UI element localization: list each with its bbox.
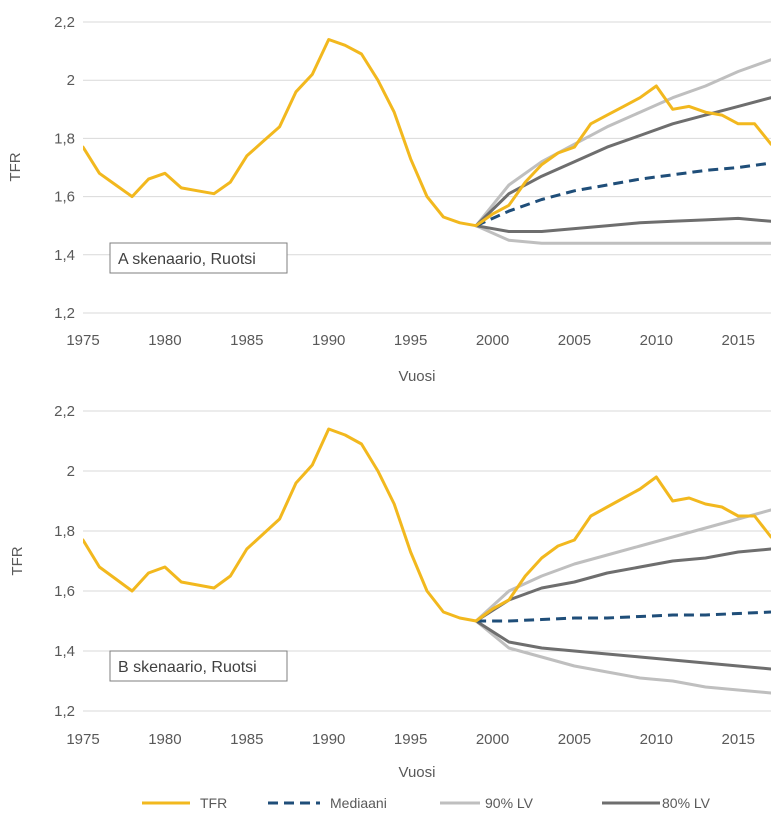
- y-tick-label: 1,6: [54, 583, 75, 600]
- x-tick-label: 2015: [722, 332, 755, 349]
- y-tick-label: 2: [67, 72, 75, 89]
- legend-label: Mediaani: [330, 795, 387, 811]
- legend-item: TFR: [142, 795, 227, 811]
- scenario-label: B skenaario, Ruotsi: [118, 659, 257, 676]
- legend-item: Mediaani: [268, 795, 387, 811]
- plot-area: [83, 38, 771, 245]
- scenario-label: A skenaario, Ruotsi: [118, 251, 256, 268]
- y-tick-label: 1,2: [54, 305, 75, 322]
- y-tick-label: 2,2: [54, 14, 75, 31]
- x-tick-label: 2000: [476, 731, 509, 748]
- x-axis-title: Vuosi: [399, 368, 436, 385]
- series-line-90-lv: [474, 58, 771, 228]
- series-line-mediaani: [476, 610, 771, 623]
- x-tick-label: 1985: [230, 731, 263, 748]
- legend-label: TFR: [200, 795, 227, 811]
- x-tick-label: 2010: [640, 332, 673, 349]
- y-tick-label: 1,4: [54, 247, 75, 264]
- series-line-mediaani: [475, 161, 771, 228]
- legend-label: 90% LV: [485, 795, 534, 811]
- x-tick-label: 1990: [312, 332, 345, 349]
- series-line-80-lv: [474, 216, 771, 233]
- y-tick-label: 1,8: [54, 130, 75, 147]
- x-tick-label: 2005: [558, 731, 591, 748]
- y-tick-label: 2,2: [54, 403, 75, 420]
- x-tick-label: 2010: [640, 731, 673, 748]
- x-tick-label: 1980: [148, 731, 181, 748]
- x-tick-label: 1980: [148, 332, 181, 349]
- legend-item: 90% LV: [440, 795, 534, 811]
- series-line-90-lv: [474, 508, 771, 623]
- x-tick-label: 1975: [66, 731, 99, 748]
- y-tick-label: 1,2: [54, 703, 75, 720]
- chart-panel-b: 1,2 1,4 1,6 1,8 2 2,2 1975 1980 1985 1990 1995 2000…: [9, 403, 771, 781]
- legend-item: 80% LV: [602, 795, 711, 811]
- chart-panel-a: 1,2 1,4 1,6 1,8 2 2,2 1975 1980 1985 1990 1995 2000…: [7, 14, 771, 385]
- series-line-80-lv: [474, 619, 771, 671]
- x-tick-label: 2005: [558, 332, 591, 349]
- scenario-label-box: [109, 242, 288, 274]
- x-tick-label: 2000: [476, 332, 509, 349]
- y-axis-title: TFR: [9, 546, 26, 575]
- x-tick-label: 1995: [394, 731, 427, 748]
- series-line-90-lv: [474, 224, 771, 245]
- series-line-80-lv: [474, 96, 771, 228]
- x-tick-label: 1995: [394, 332, 427, 349]
- y-tick-label: 1,6: [54, 189, 75, 206]
- x-tick-label: 1985: [230, 332, 263, 349]
- series-line-90-lv: [474, 619, 771, 695]
- legend: TFR Mediaani 90% LV 80% LV: [142, 795, 711, 811]
- series-line-tfr: [83, 427, 771, 623]
- legend-label: 80% LV: [662, 795, 711, 811]
- x-tick-label: 1975: [66, 332, 99, 349]
- y-tick-label: 1,4: [54, 643, 75, 660]
- y-axis-title: TFR: [7, 152, 24, 181]
- x-tick-label: 2015: [722, 731, 755, 748]
- scenario-label-box: [109, 650, 288, 682]
- y-tick-label: 2: [67, 463, 75, 480]
- plot-area: [83, 427, 771, 695]
- series-line-tfr: [83, 38, 771, 228]
- x-tick-label: 1990: [312, 731, 345, 748]
- y-tick-label: 1,8: [54, 523, 75, 540]
- x-axis-title: Vuosi: [399, 764, 436, 781]
- series-line-80-lv: [474, 547, 771, 623]
